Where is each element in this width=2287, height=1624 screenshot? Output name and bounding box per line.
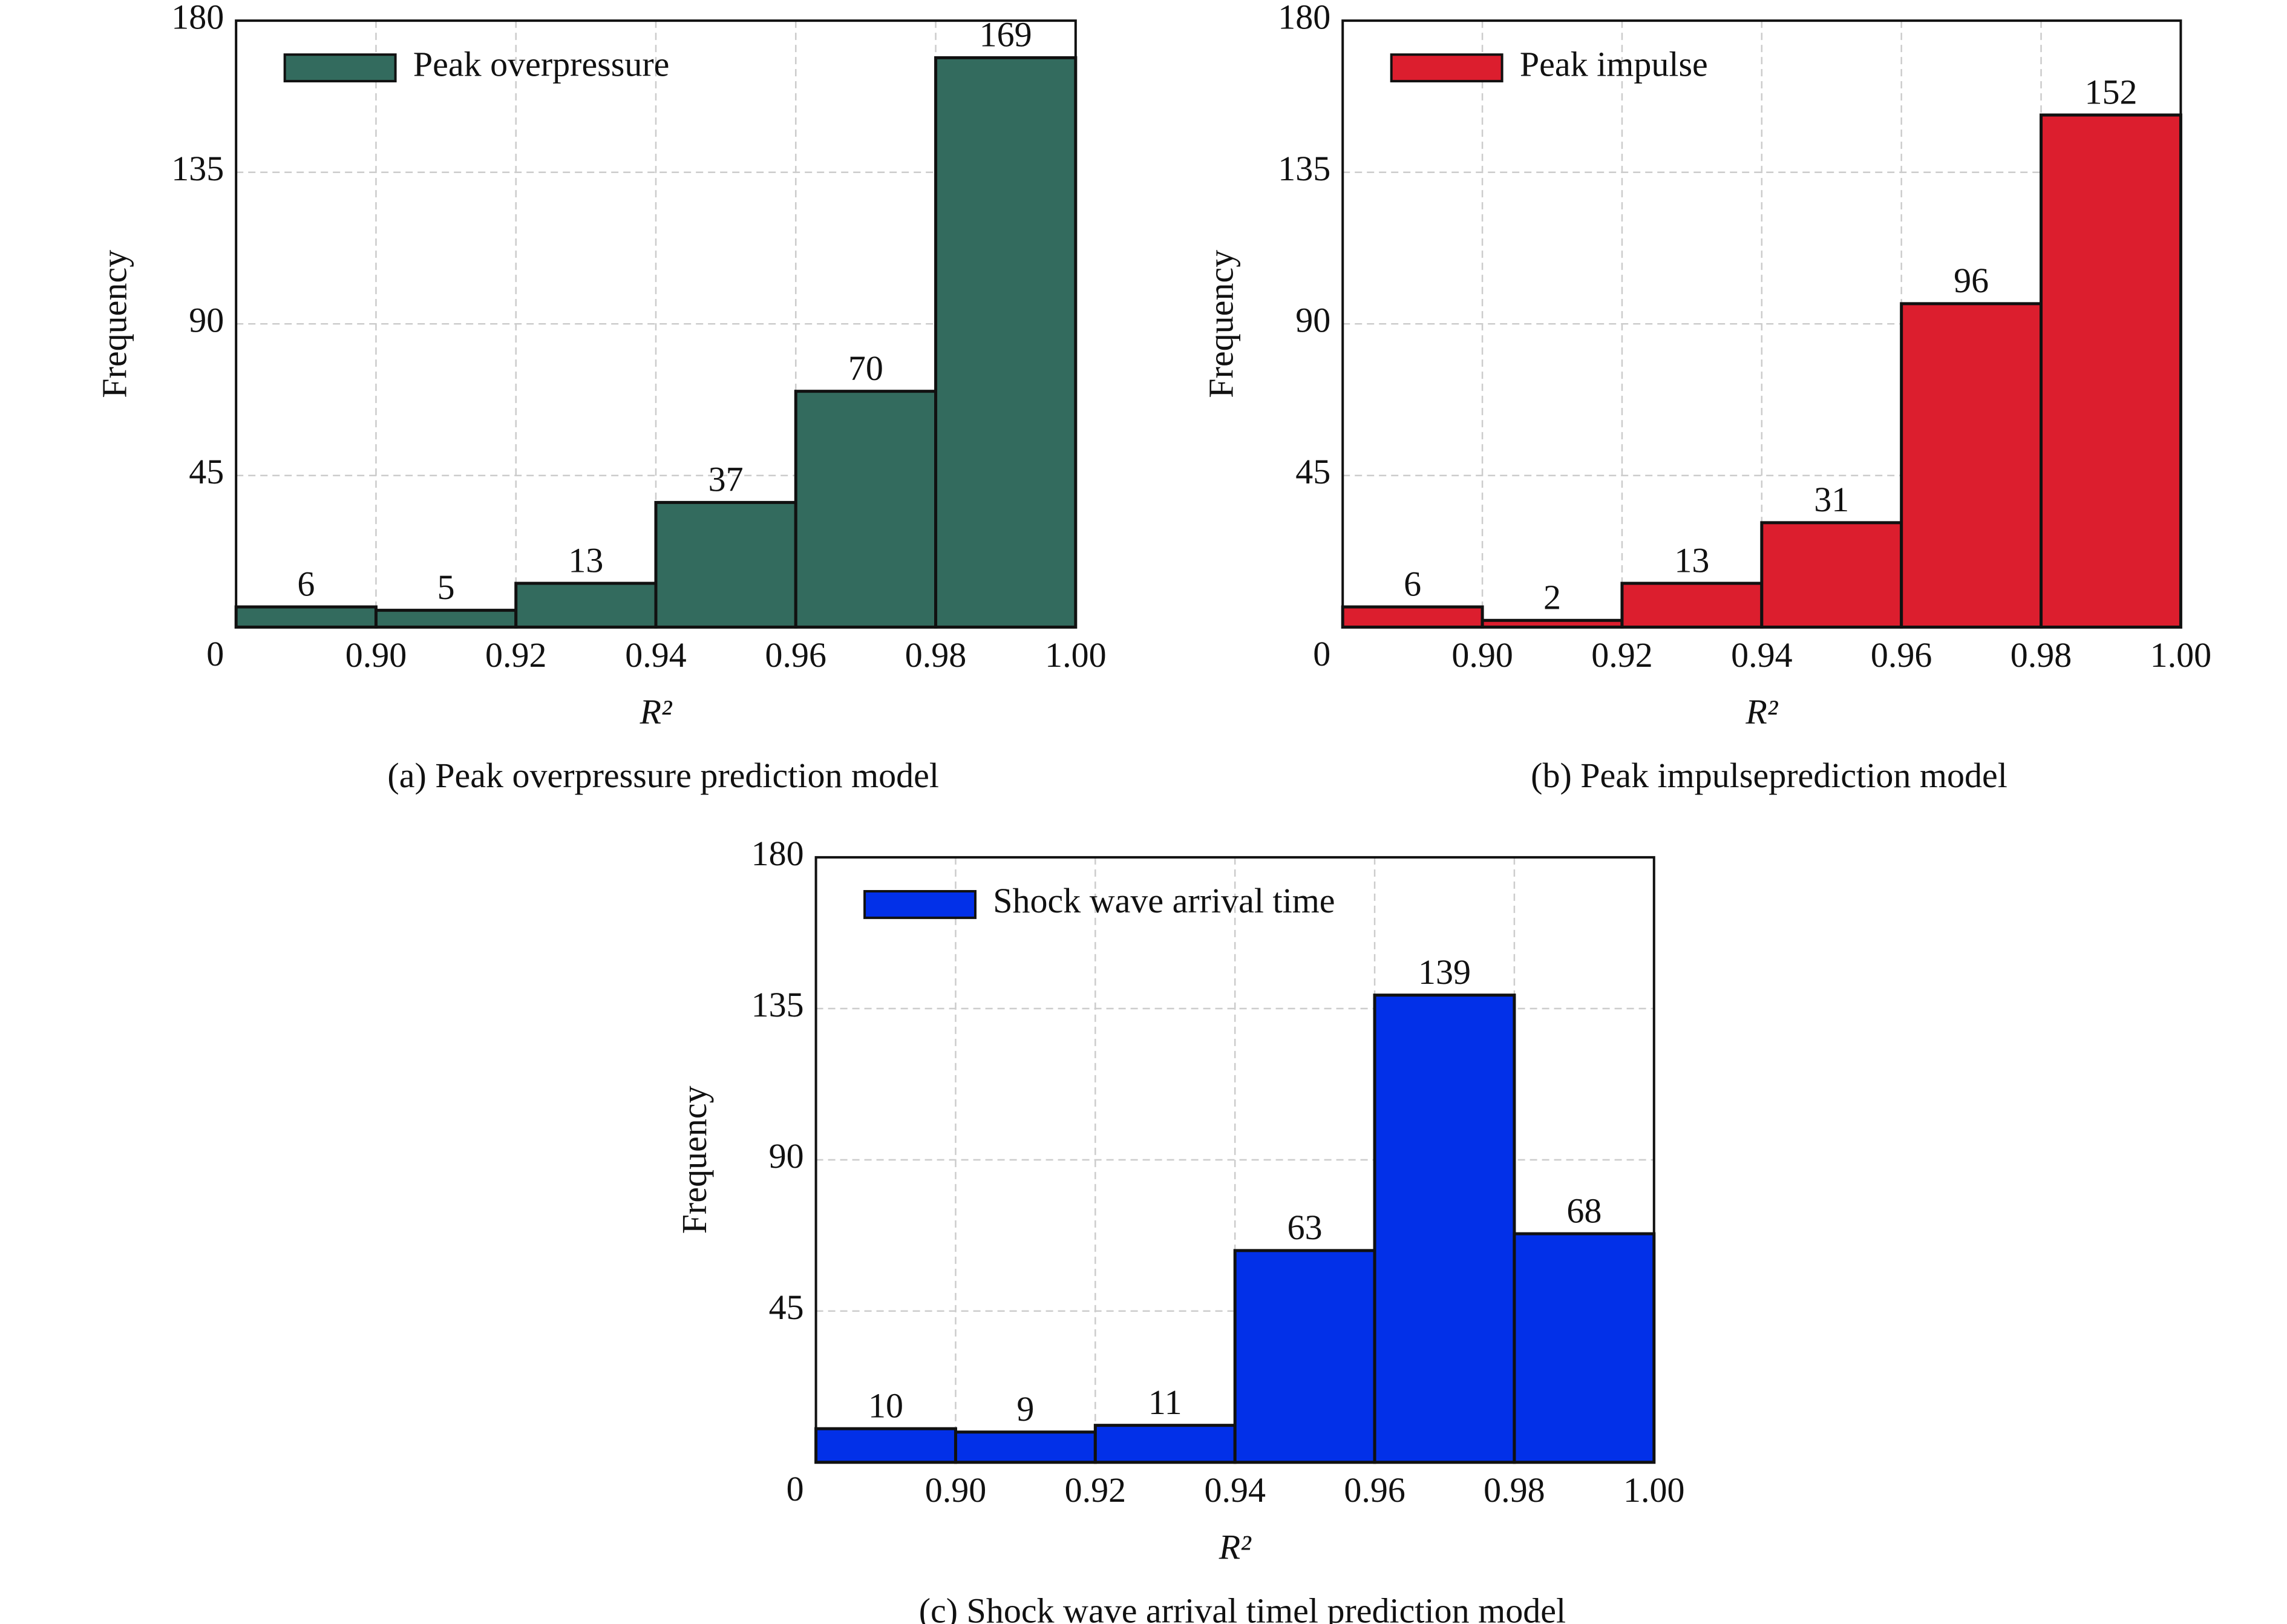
histogram-bar	[1341, 605, 1484, 629]
histogram-bar	[1900, 302, 2043, 629]
x-tick-label: 0.98	[2011, 635, 2072, 675]
x-tick-label: 0.92	[1591, 635, 1653, 675]
x-tick-label: 0.96	[1344, 1470, 1405, 1510]
histogram-bar	[1373, 994, 1516, 1464]
x-tick-label: 0.94	[1731, 635, 1793, 675]
legend-label: Peak impulse	[1520, 44, 1708, 83]
y-tick-label: 135	[171, 149, 224, 188]
legend-swatch	[283, 53, 397, 83]
y-tick-label: 45	[1295, 452, 1330, 491]
y-tick-label: 45	[189, 452, 224, 491]
y-axis-label: Frequency	[1201, 250, 1240, 398]
legend-swatch	[863, 889, 977, 919]
y-tick-label: 90	[1295, 301, 1330, 340]
x-axis-label: R²	[640, 692, 673, 732]
histogram-bar	[654, 500, 797, 629]
histogram-bar	[514, 581, 658, 629]
caption: (c) Shock wave arrival timel prediction …	[919, 1591, 1566, 1624]
value-label: 5	[437, 568, 455, 607]
x-tick-label: 0.94	[1204, 1470, 1266, 1510]
x-axis-label: R²	[1745, 692, 1778, 732]
y-tick-label: 180	[171, 0, 224, 36]
plot-frame	[235, 19, 1077, 629]
histogram-bar	[1093, 1424, 1237, 1464]
x-tick-label: 1.00	[1623, 1470, 1685, 1510]
legend-swatch	[1390, 53, 1503, 83]
value-label: 152	[2084, 72, 2137, 111]
value-label: 9	[1016, 1389, 1034, 1429]
histogram-bar	[794, 390, 938, 629]
x-axis-label: R²	[1219, 1527, 1252, 1567]
x-tick-label: 0.92	[1065, 1470, 1127, 1510]
x-tick-label: 0.98	[905, 635, 967, 675]
value-label: 63	[1287, 1208, 1323, 1247]
x-tick-label: 0.94	[625, 635, 687, 675]
value-label: 13	[1674, 540, 1709, 580]
x-tick-label: 0.90	[1451, 635, 1513, 675]
plot-frame	[1341, 19, 2182, 629]
histogram-bar	[1760, 521, 1903, 629]
y-tick-label: 135	[751, 985, 804, 1024]
value-label: 6	[1404, 564, 1421, 603]
histogram-bar	[374, 609, 518, 629]
value-label: 11	[1148, 1383, 1182, 1422]
y-tick-label: 45	[769, 1288, 804, 1327]
value-label: 96	[1954, 261, 1989, 300]
y-axis-label: Frequency	[94, 250, 134, 398]
histogram-bar	[1233, 1249, 1376, 1464]
y-tick-label: 0	[787, 1469, 804, 1508]
y-tick-label: 0	[206, 634, 224, 673]
value-label: 31	[1814, 480, 1849, 519]
x-tick-label: 0.90	[925, 1470, 987, 1510]
legend-label: Peak overpressure	[413, 44, 670, 83]
value-label: 2	[1543, 578, 1561, 617]
x-tick-label: 0.96	[765, 635, 827, 675]
y-tick-label: 135	[1278, 149, 1330, 188]
caption: (b) Peak impulseprediction model	[1531, 756, 2007, 795]
caption: (a) Peak overpressure prediction model	[387, 756, 939, 795]
x-tick-label: 0.96	[1871, 635, 1932, 675]
histogram-bar	[1620, 581, 1764, 629]
value-label: 70	[848, 349, 883, 388]
y-tick-label: 0	[1313, 634, 1330, 673]
histogram-bar	[1513, 1232, 1656, 1464]
x-tick-label: 0.92	[485, 635, 547, 675]
value-label: 6	[297, 564, 315, 603]
y-tick-label: 90	[189, 301, 224, 340]
value-label: 10	[868, 1386, 903, 1426]
y-tick-label: 180	[1278, 0, 1330, 36]
histogram-bar	[954, 1430, 1097, 1464]
histogram-bar	[2040, 113, 2182, 629]
value-label: 37	[708, 460, 744, 499]
x-tick-label: 1.00	[1045, 635, 1107, 675]
y-tick-label: 90	[769, 1136, 804, 1176]
histogram-bar	[934, 56, 1078, 629]
x-tick-label: 0.90	[345, 635, 407, 675]
value-label: 13	[568, 540, 603, 580]
value-label: 68	[1566, 1191, 1602, 1230]
y-tick-label: 180	[751, 834, 804, 873]
histogram-bar	[234, 605, 378, 629]
value-label: 139	[1418, 952, 1471, 992]
histogram-bar	[814, 1427, 957, 1464]
y-axis-label: Frequency	[675, 1085, 714, 1234]
plot-frame	[814, 856, 1655, 1464]
x-tick-label: 0.98	[1484, 1470, 1545, 1510]
x-tick-label: 1.00	[2150, 635, 2212, 675]
legend-label: Shock wave arrival time	[993, 881, 1335, 920]
